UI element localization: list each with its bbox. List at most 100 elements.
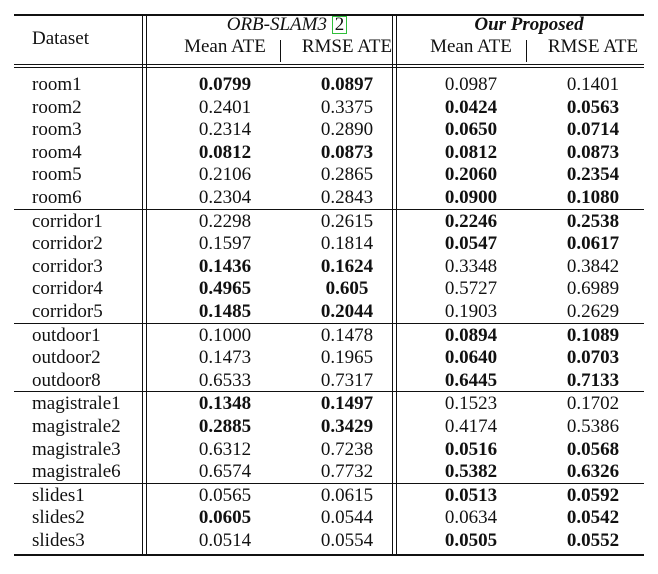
header-rule-2 xyxy=(14,67,644,68)
value-cell: 0.0873 xyxy=(566,141,620,163)
dataset-name: magistrale6 xyxy=(32,461,121,483)
value-cell: 0.6533 xyxy=(198,369,252,391)
value-cell: 0.0568 xyxy=(566,438,620,460)
value-cell: 0.0544 xyxy=(320,507,374,529)
dataset-name: room5 xyxy=(32,164,82,186)
dataset-name: corridor1 xyxy=(32,210,103,232)
orbslam3-title: ORB-SLAM3 xyxy=(226,14,327,35)
dataset-name: magistrale1 xyxy=(32,393,121,415)
value-cell: 0.6312 xyxy=(198,438,252,460)
value-cell: 0.3348 xyxy=(444,255,498,277)
value-cell: 0.0897 xyxy=(320,74,374,95)
value-cell: 0.1702 xyxy=(566,393,620,415)
subcolumn-divider xyxy=(526,40,527,62)
value-cell: 0.2629 xyxy=(566,301,620,322)
value-cell: 0.0542 xyxy=(566,507,620,529)
value-cell: 0.1089 xyxy=(566,324,620,346)
value-cell: 0.0987 xyxy=(444,74,498,95)
value-cell: 0.2314 xyxy=(198,119,252,141)
value-cell: 0.0516 xyxy=(444,438,498,460)
value-cell: 0.0554 xyxy=(320,530,374,551)
value-cell: 0.1497 xyxy=(320,393,374,415)
value-cell: 0.1478 xyxy=(320,324,374,346)
value-cell: 0.1624 xyxy=(320,255,374,277)
value-cell: 0.2246 xyxy=(444,210,498,232)
dataset-name: outdoor8 xyxy=(32,369,101,391)
bottom-rule xyxy=(14,553,644,556)
value-cell: 0.2304 xyxy=(198,187,252,208)
dataset-name: outdoor1 xyxy=(32,324,101,346)
value-cell: 0.2060 xyxy=(444,164,498,186)
citation-link[interactable]: 2 xyxy=(331,15,348,34)
column-divider-double xyxy=(392,16,393,554)
value-cell: 0.6574 xyxy=(198,461,252,483)
value-cell: 0.2538 xyxy=(566,210,620,232)
top-rule xyxy=(14,14,644,16)
dataset-name: corridor4 xyxy=(32,278,103,300)
value-cell: 0.0547 xyxy=(444,233,498,255)
group-separator xyxy=(14,208,644,210)
dataset-name: corridor5 xyxy=(32,301,103,322)
value-cell: 0.0799 xyxy=(198,74,252,95)
column-divider-double xyxy=(396,16,397,554)
dataset-name: magistrale2 xyxy=(32,416,121,437)
dataset-name: slides1 xyxy=(32,484,85,506)
value-cell: 0.0714 xyxy=(566,119,620,141)
value-cell: 0.3375 xyxy=(320,96,374,118)
value-cell: 0.7238 xyxy=(320,438,374,460)
value-cell: 0.0812 xyxy=(444,141,498,163)
value-cell: 0.2044 xyxy=(320,301,374,322)
value-cell: 0.605 xyxy=(325,278,369,300)
value-cell: 0.0650 xyxy=(444,119,498,141)
value-cell: 0.0605 xyxy=(198,507,252,529)
value-cell: 0.1080 xyxy=(566,187,620,208)
value-cell: 0.7732 xyxy=(320,461,374,483)
value-cell: 0.3429 xyxy=(320,416,374,437)
header-rmse-ate-2: RMSE ATE xyxy=(547,36,639,57)
value-cell: 0.0900 xyxy=(444,187,498,208)
value-cell: 0.2843 xyxy=(320,187,374,208)
value-cell: 0.2106 xyxy=(198,164,252,186)
value-cell: 0.0552 xyxy=(566,530,620,551)
value-cell: 0.1597 xyxy=(198,233,252,255)
group-separator xyxy=(14,391,644,393)
value-cell: 0.1000 xyxy=(198,324,252,346)
dataset-name: magistrale3 xyxy=(32,438,121,460)
dataset-name: corridor2 xyxy=(32,233,103,255)
value-cell: 0.1523 xyxy=(444,393,498,415)
value-cell: 0.5386 xyxy=(566,416,620,437)
value-cell: 0.4965 xyxy=(198,278,252,300)
header-group-orbslam3: ORB-SLAM3 2 xyxy=(202,14,372,36)
dataset-name: room1 xyxy=(32,74,82,95)
dataset-name: room4 xyxy=(32,141,82,163)
value-cell: 0.6326 xyxy=(566,461,620,483)
value-cell: 0.7133 xyxy=(566,369,620,391)
value-cell: 0.4174 xyxy=(444,416,498,437)
header-dataset: Dataset xyxy=(32,28,89,49)
header-group-proposed: Our Proposed xyxy=(474,14,584,35)
dataset-name: room6 xyxy=(32,187,82,208)
value-cell: 0.1401 xyxy=(566,74,620,95)
dataset-name: room2 xyxy=(32,96,82,118)
value-cell: 0.0873 xyxy=(320,141,374,163)
column-divider-double xyxy=(146,16,147,554)
value-cell: 0.0424 xyxy=(444,96,498,118)
value-cell: 0.1473 xyxy=(198,347,252,369)
value-cell: 0.2865 xyxy=(320,164,374,186)
value-cell: 0.1436 xyxy=(198,255,252,277)
value-cell: 0.0513 xyxy=(444,484,498,506)
value-cell: 0.1814 xyxy=(320,233,374,255)
value-cell: 0.2298 xyxy=(198,210,252,232)
value-cell: 0.0617 xyxy=(566,233,620,255)
value-cell: 0.0592 xyxy=(566,484,620,506)
dataset-name: corridor3 xyxy=(32,255,103,277)
dataset-name: room3 xyxy=(32,119,82,141)
value-cell: 0.1348 xyxy=(198,393,252,415)
header-rule-1 xyxy=(14,64,644,65)
value-cell: 0.7317 xyxy=(320,369,374,391)
group-separator xyxy=(14,322,644,324)
value-cell: 0.2401 xyxy=(198,96,252,118)
value-cell: 0.0615 xyxy=(320,484,374,506)
subcolumn-divider xyxy=(280,40,281,62)
header-mean-ate-2: Mean ATE xyxy=(430,36,512,57)
